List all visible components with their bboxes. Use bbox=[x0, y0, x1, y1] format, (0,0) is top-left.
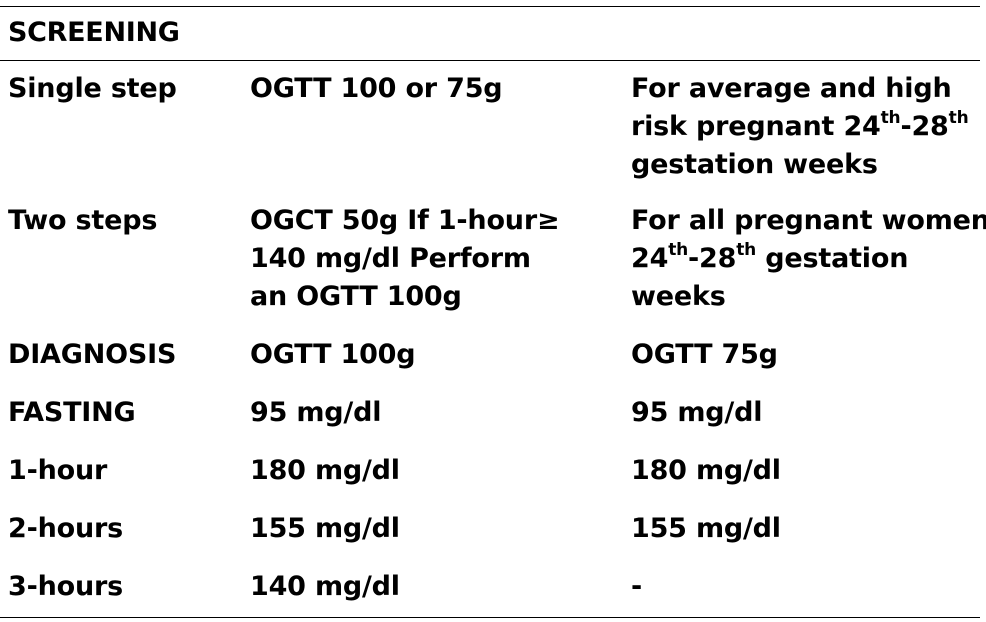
cell-line: For average and high bbox=[631, 73, 952, 104]
table-top-rule bbox=[0, 6, 980, 7]
row-label: FASTING bbox=[8, 397, 136, 428]
row-label: DIAGNOSIS bbox=[8, 339, 177, 370]
cell-text: -28 bbox=[688, 243, 737, 274]
table-bottom-rule bbox=[0, 617, 980, 618]
cell-line: an OGTT 100g bbox=[250, 281, 462, 312]
ordinal-suffix: th bbox=[736, 240, 757, 260]
row-test-cell: 155 mg/dl bbox=[250, 513, 400, 544]
row-test-cell: 95 mg/dl bbox=[250, 397, 382, 428]
table-header-rule bbox=[0, 60, 980, 61]
row-target-cell: 95 mg/dl bbox=[631, 397, 763, 428]
row-test-cell: OGTT 100 or 75g bbox=[250, 70, 610, 108]
cell-line: 140 mg/dl Perform bbox=[250, 243, 531, 274]
cell-line: OGCT 50g If 1-hour≥ bbox=[250, 205, 560, 236]
cell-text: 24 bbox=[631, 243, 669, 274]
row-target-cell: 180 mg/dl bbox=[631, 455, 781, 486]
row-test-cell: OGCT 50g If 1-hour≥ 140 mg/dl Perform an… bbox=[250, 202, 610, 316]
row-target-cell: For average and high risk pregnant 24th-… bbox=[631, 70, 986, 184]
row-target-cell: 155 mg/dl bbox=[631, 513, 781, 544]
row-label: Two steps bbox=[8, 205, 158, 236]
row-label: 1-hour bbox=[8, 455, 108, 486]
row-target-cell: For all pregnant women 24th-28th gestati… bbox=[631, 202, 986, 316]
ordinal-suffix: th bbox=[668, 240, 689, 260]
cell-line: 24th-28th gestation bbox=[631, 240, 986, 278]
row-test-cell: OGTT 100g bbox=[250, 339, 416, 370]
row-test-cell: 180 mg/dl bbox=[250, 455, 400, 486]
row-target-cell: - bbox=[631, 571, 643, 602]
cell-line: weeks bbox=[631, 281, 726, 312]
row-test-cell: 140 mg/dl bbox=[250, 571, 400, 602]
cell-line: OGTT 100 or 75g bbox=[250, 73, 503, 104]
ordinal-suffix: th bbox=[880, 108, 901, 128]
row-target-cell: OGTT 75g bbox=[631, 339, 778, 370]
cell-text: risk pregnant 24 bbox=[631, 111, 881, 142]
ordinal-suffix: th bbox=[948, 108, 969, 128]
row-label: 3-hours bbox=[8, 571, 123, 602]
cell-text: gestation bbox=[756, 243, 909, 274]
cell-line: For all pregnant women bbox=[631, 205, 986, 236]
section-title-screening: SCREENING bbox=[8, 17, 180, 48]
cell-line: gestation weeks bbox=[631, 149, 878, 180]
cell-line: risk pregnant 24th-28th bbox=[631, 108, 986, 146]
row-label: 2-hours bbox=[8, 513, 123, 544]
row-label: Single step bbox=[8, 73, 177, 104]
cell-text: -28 bbox=[900, 111, 949, 142]
